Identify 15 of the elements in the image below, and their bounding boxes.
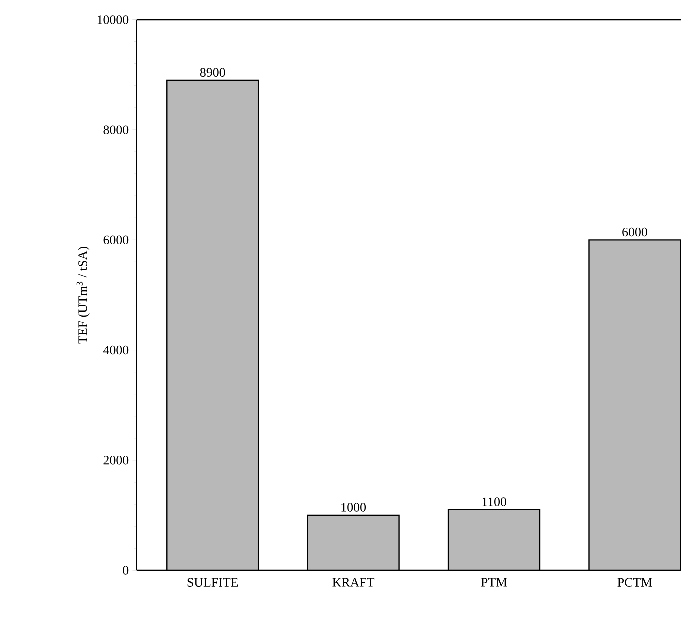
y-axis-title: TEF (UTm$^{3}$ / tSA)	[76, 246, 90, 344]
y-tick-label: 0	[123, 566, 129, 575]
x-tick-label: SULFITE	[188, 578, 238, 587]
data-label: 6000	[622, 228, 648, 236]
data-label: 1100	[482, 497, 506, 506]
y-tick-label: 6000	[104, 236, 129, 244]
x-tick-label: PCTM	[618, 578, 652, 587]
y-tick-label: 10000	[98, 15, 129, 24]
y-tick-label: 2000	[104, 456, 129, 465]
x-tick-label: PTM	[481, 578, 508, 587]
data-label: 8900	[200, 68, 226, 77]
y-tick-label: 4000	[103, 346, 129, 354]
data-label: 1000	[342, 502, 366, 512]
x-tick-label: KRAFT	[332, 578, 375, 587]
y-tick-label: 8000	[104, 125, 129, 134]
